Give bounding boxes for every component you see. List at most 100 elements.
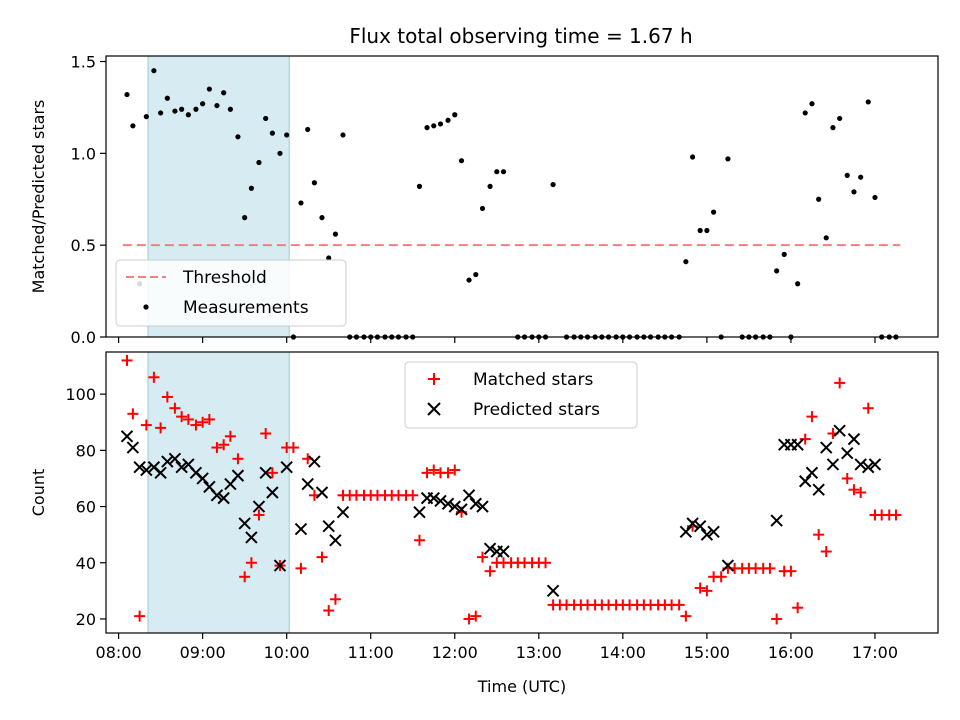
measurement-point [319,215,325,221]
matched-star-point [477,551,489,563]
matched-star-point [260,427,272,439]
matched-star-point [680,610,692,622]
measurement-point [179,106,185,112]
predicted-star-point [252,500,266,513]
matched-star-point [862,402,874,414]
matched-star-point [203,413,215,425]
legend-box-bottom [404,361,638,429]
measurement-point [704,227,710,234]
matched-star-point [764,562,776,574]
matched-star-point [121,354,133,366]
matched-star-point [253,509,265,521]
y-tick-label: 1.5 [71,53,96,72]
matched-star-point [211,442,223,454]
matched-star-point [540,557,552,569]
predicted-star-point [273,559,287,572]
x-tick-label: 14:00 [600,643,646,662]
measurement-point [263,115,269,122]
matched-star-point [140,419,152,431]
measurement-point [206,86,212,92]
predicted-star-point [546,584,560,598]
measurement-point [164,95,170,101]
measurement-point [851,189,857,195]
x-tick-label: 08:00 [96,643,142,662]
measurement-point [809,101,815,107]
y-tick-label: 100 [65,385,96,404]
predicted-star-point [812,483,825,496]
legend-matched-label: Matched stars [473,370,593,390]
measurement-point [690,154,696,160]
measurement-point [711,209,717,215]
predicted-star-point [154,466,167,480]
matched-star-point [176,411,188,423]
x-axis-ticks-top [118,337,876,343]
matched-star-point [848,484,860,496]
matched-star-point [890,509,902,521]
measurement-point [214,102,220,109]
x-tick-label: 12:00 [432,643,478,662]
matched-star-point [295,562,307,574]
matched-star-point [127,408,139,420]
predicted-star-point [161,455,174,468]
matched-star-point [421,467,433,479]
matched-star-point [715,571,727,583]
predicted-star-point [868,458,882,471]
measurement-point [830,125,836,131]
x-axis-label: Time (UTC) [477,677,566,696]
predicted-stars-points [120,424,882,598]
y-tick-label: 1.0 [71,144,96,163]
predicted-star-point [483,542,497,555]
predicted-star-point [133,461,146,474]
matched-star-point [245,557,257,569]
measurement-point [865,99,871,105]
matched-star-point [484,565,496,577]
y-axis-label-top: Matched/Predicted stars [29,100,48,294]
predicted-star-point [476,500,489,513]
measurement-point [332,231,339,237]
predicted-star-point [266,486,279,499]
x-tick-label: 16:00 [768,643,814,662]
y-tick-label: 0.0 [71,328,96,347]
predicted-star-point [336,505,350,519]
matched-star-point [413,534,425,546]
measurement-point [340,132,346,138]
x-tick-label: 13:00 [516,643,562,662]
measurement-point [431,123,437,129]
predicted-star-point [245,531,258,544]
predicted-star-point [841,446,854,460]
measurement-point [725,156,731,162]
matched-star-point [673,599,685,611]
matched-star-point [161,391,173,403]
measurement-point [305,126,311,133]
matched-star-point [792,602,804,614]
predicted-star-point [126,441,140,454]
y-tick-label: 0.5 [71,236,96,255]
measurement-point [298,200,304,206]
matched-star-point [820,546,832,558]
predicted-star-point [469,497,482,510]
matched-star-point [428,464,440,476]
predicted-star-point [700,528,714,541]
legend-measurement-label: Measurements [183,298,309,318]
predicted-star-point [791,438,804,451]
measurement-point [550,181,556,188]
matched-star-point [442,467,454,479]
predicted-star-point [448,500,461,513]
x-axis-ticks-bottom: 08:00 09:00 10:00 11:00 12:00 13:00 14:00 15:00… [96,633,898,662]
predicted-star-point [497,545,510,558]
predicted-star-point [308,455,321,468]
matched-star-point [134,610,146,622]
measurement-point [479,205,486,212]
measurement-point [437,121,444,127]
matched-star-point [182,413,194,425]
y-axis-ticks-bottom: 20 40 60 80 100 [65,385,106,629]
predicted-star-point [686,517,699,530]
measurement-point [269,130,275,136]
predicted-star-point [721,559,735,572]
legend-bottom: Matched stars Predicted stars [404,361,638,429]
matched-star-point [694,582,706,594]
y-tick-label: 60 [76,498,96,517]
plot-frame-bottom [105,351,939,634]
matched-star-point [449,464,461,476]
